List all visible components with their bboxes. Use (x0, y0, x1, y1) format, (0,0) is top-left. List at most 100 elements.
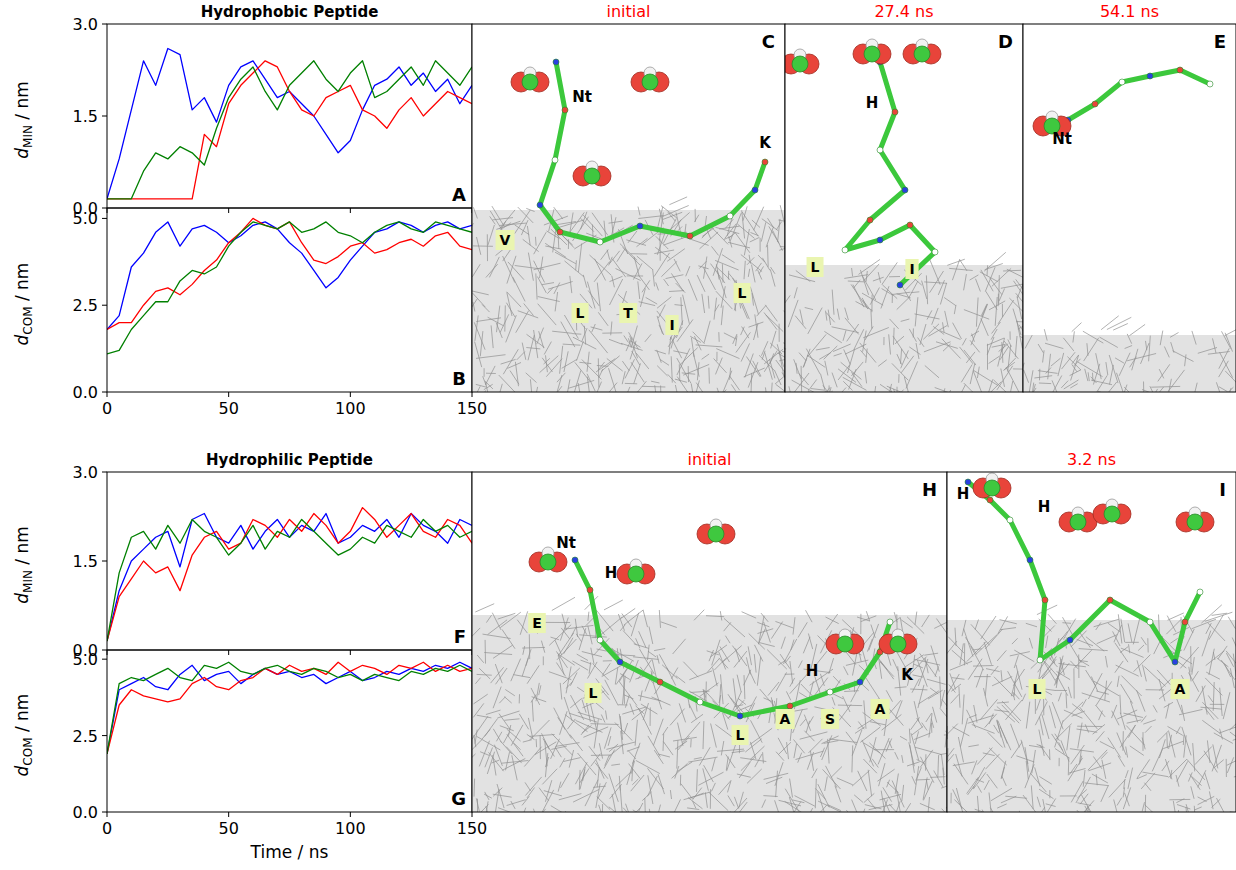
axis-title-part: / nm (12, 81, 32, 125)
solvent-molecule (697, 519, 735, 544)
peptide-atom (1207, 81, 1213, 87)
y-tick (102, 208, 107, 209)
carbon-atom (890, 636, 906, 652)
peptide-atom (827, 689, 833, 695)
y-tick-label: 3.0 (73, 15, 98, 34)
y-tick (102, 116, 107, 117)
peptide-atom (537, 202, 543, 208)
peptide-atom (1037, 657, 1043, 663)
snapshot-title: initial (688, 450, 732, 469)
panel-letter: C (762, 31, 775, 52)
peptide-atom (877, 147, 883, 153)
residue-label: T (623, 305, 633, 321)
x-tick (228, 812, 229, 817)
peptide-atom (867, 217, 873, 223)
residue-label-box (821, 709, 839, 729)
peptide-atom (1067, 637, 1073, 643)
x-tick (350, 812, 351, 817)
x-tick-label: 100 (335, 819, 366, 838)
panel-letter: A (452, 184, 466, 205)
axis-title-part: / nm (12, 526, 32, 570)
axis-title-part: d (12, 765, 32, 776)
solvent-molecule (617, 559, 655, 584)
peptide-atom (1147, 73, 1153, 79)
x-tick-label: 50 (218, 819, 238, 838)
peptide-atom (857, 679, 863, 685)
frame (107, 472, 472, 650)
y-tick (102, 812, 107, 813)
peptide-atom (1007, 517, 1013, 523)
snapshot-content (785, 24, 1023, 392)
residue-label: Nt (556, 534, 576, 552)
carbon-atom (792, 56, 808, 72)
y-tick-label: 0.0 (73, 383, 98, 402)
peptide-atom (1147, 619, 1153, 625)
peptide-atom (657, 679, 663, 685)
x-tick-label: 150 (457, 819, 488, 838)
carbon-atom (522, 74, 538, 90)
axis-title-part: COM (21, 306, 35, 334)
axis-title-part: MIN (21, 125, 35, 148)
x-tick (472, 392, 473, 397)
carbon-atom (984, 480, 1000, 496)
residue-label: K (759, 134, 772, 152)
panel-frame (1023, 24, 1236, 392)
axis-title-part: / nm (12, 694, 32, 738)
snapshot-panel: HHLAI (931, 472, 1236, 836)
solvent-molecule (1059, 507, 1097, 532)
residue-label: A (780, 711, 791, 727)
peptide-atom (752, 187, 758, 193)
series-line (107, 49, 472, 199)
peptide-atom (727, 213, 733, 219)
snapshot-content (472, 24, 785, 392)
axis-title-part: COM (21, 737, 35, 765)
x-tick-label: 50 (218, 399, 238, 418)
panel-frame (947, 472, 1236, 812)
residue-label-box (732, 725, 749, 745)
peptide-backbone (575, 560, 890, 716)
residue-label: E (532, 615, 542, 631)
snapshot-panel: NtE (1021, 24, 1236, 412)
residue-label: H (866, 94, 879, 112)
lines (107, 508, 472, 641)
carbon-atom (628, 566, 644, 582)
panel-background (785, 24, 1023, 392)
residue-label: H (957, 485, 970, 503)
x-tick (350, 650, 351, 655)
axis-title-part: d (12, 593, 32, 604)
lines (107, 49, 472, 199)
x-tick (350, 392, 351, 397)
peptide-atom (932, 249, 938, 255)
y-tick (102, 392, 107, 393)
axis-title-part: / nm (12, 263, 32, 307)
peptide-atom (597, 637, 603, 643)
residue-label: L (738, 285, 747, 301)
frame (107, 650, 472, 812)
y-tick-label: 3.0 (73, 463, 98, 482)
peptide-atom (687, 233, 693, 239)
residue-label: V (500, 232, 511, 248)
lipid-tails (1023, 316, 1236, 392)
y-tick-label: 5.0 (73, 209, 98, 228)
solvent-molecule (903, 39, 941, 64)
snapshot-content (472, 472, 947, 812)
carbon-atom (584, 168, 600, 184)
y-tick (102, 650, 107, 651)
x-tick (107, 812, 108, 817)
residue-label: L (1033, 681, 1042, 697)
snapshot-title: 3.2 ns (1067, 450, 1116, 469)
residue-label: I (909, 261, 914, 277)
axis-title: dCOM / nm (12, 263, 35, 346)
peptide-atom (902, 187, 908, 193)
lipid-tails (472, 197, 785, 392)
carbon-atom (1104, 506, 1120, 522)
y-tick (102, 24, 107, 25)
residue-label: S (825, 711, 835, 727)
residue-label-box (734, 283, 751, 303)
residue-label: K (901, 666, 914, 684)
chart: 0501001500.02.55.0Time / nsG (73, 650, 488, 862)
series-line (107, 662, 472, 754)
solvent-molecule (973, 473, 1011, 498)
panel-frame (472, 472, 947, 812)
residue-label-box (619, 303, 637, 323)
